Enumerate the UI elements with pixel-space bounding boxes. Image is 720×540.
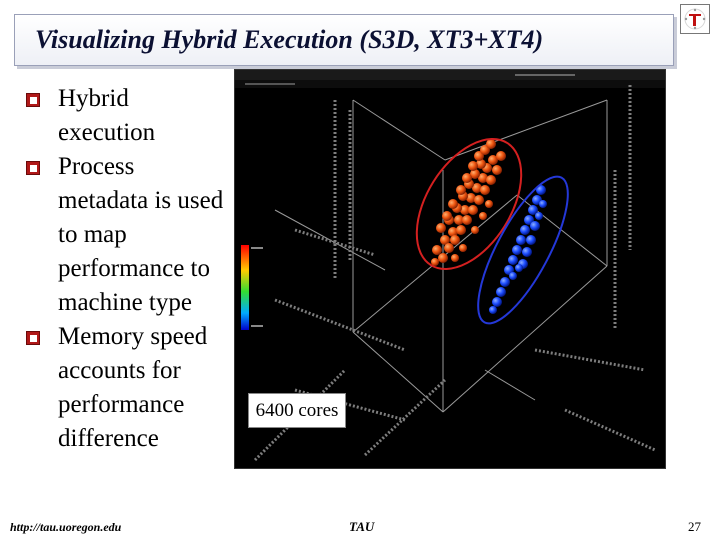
xt4-process-cluster (489, 185, 547, 314)
bullet-item: Memory speed accounts for performance di… (24, 320, 234, 456)
title-bar: Visualizing Hybrid Execution (S3D, XT3+X… (14, 14, 674, 66)
bullet-square-icon (26, 161, 40, 175)
cores-callout: 6400 cores (248, 393, 346, 428)
scatter-3d-render (235, 70, 665, 462)
tau-logo-icon (680, 4, 710, 34)
bullet-square-icon (26, 93, 40, 107)
xt3-process-cluster (431, 139, 506, 266)
bullet-item: Hybrid execution (24, 82, 234, 150)
page-number: 27 (688, 519, 701, 534)
footer-title: TAU (349, 519, 375, 534)
bullet-item: Process metadata is used to map performa… (24, 150, 234, 320)
footer-url: http://tau.uoregon.edu (10, 520, 122, 534)
bullet-list: Hybrid execution Process metadata is use… (24, 82, 234, 456)
slide-title: Visualizing Hybrid Execution (S3D, XT3+X… (35, 25, 544, 54)
bullet-square-icon (26, 331, 40, 345)
